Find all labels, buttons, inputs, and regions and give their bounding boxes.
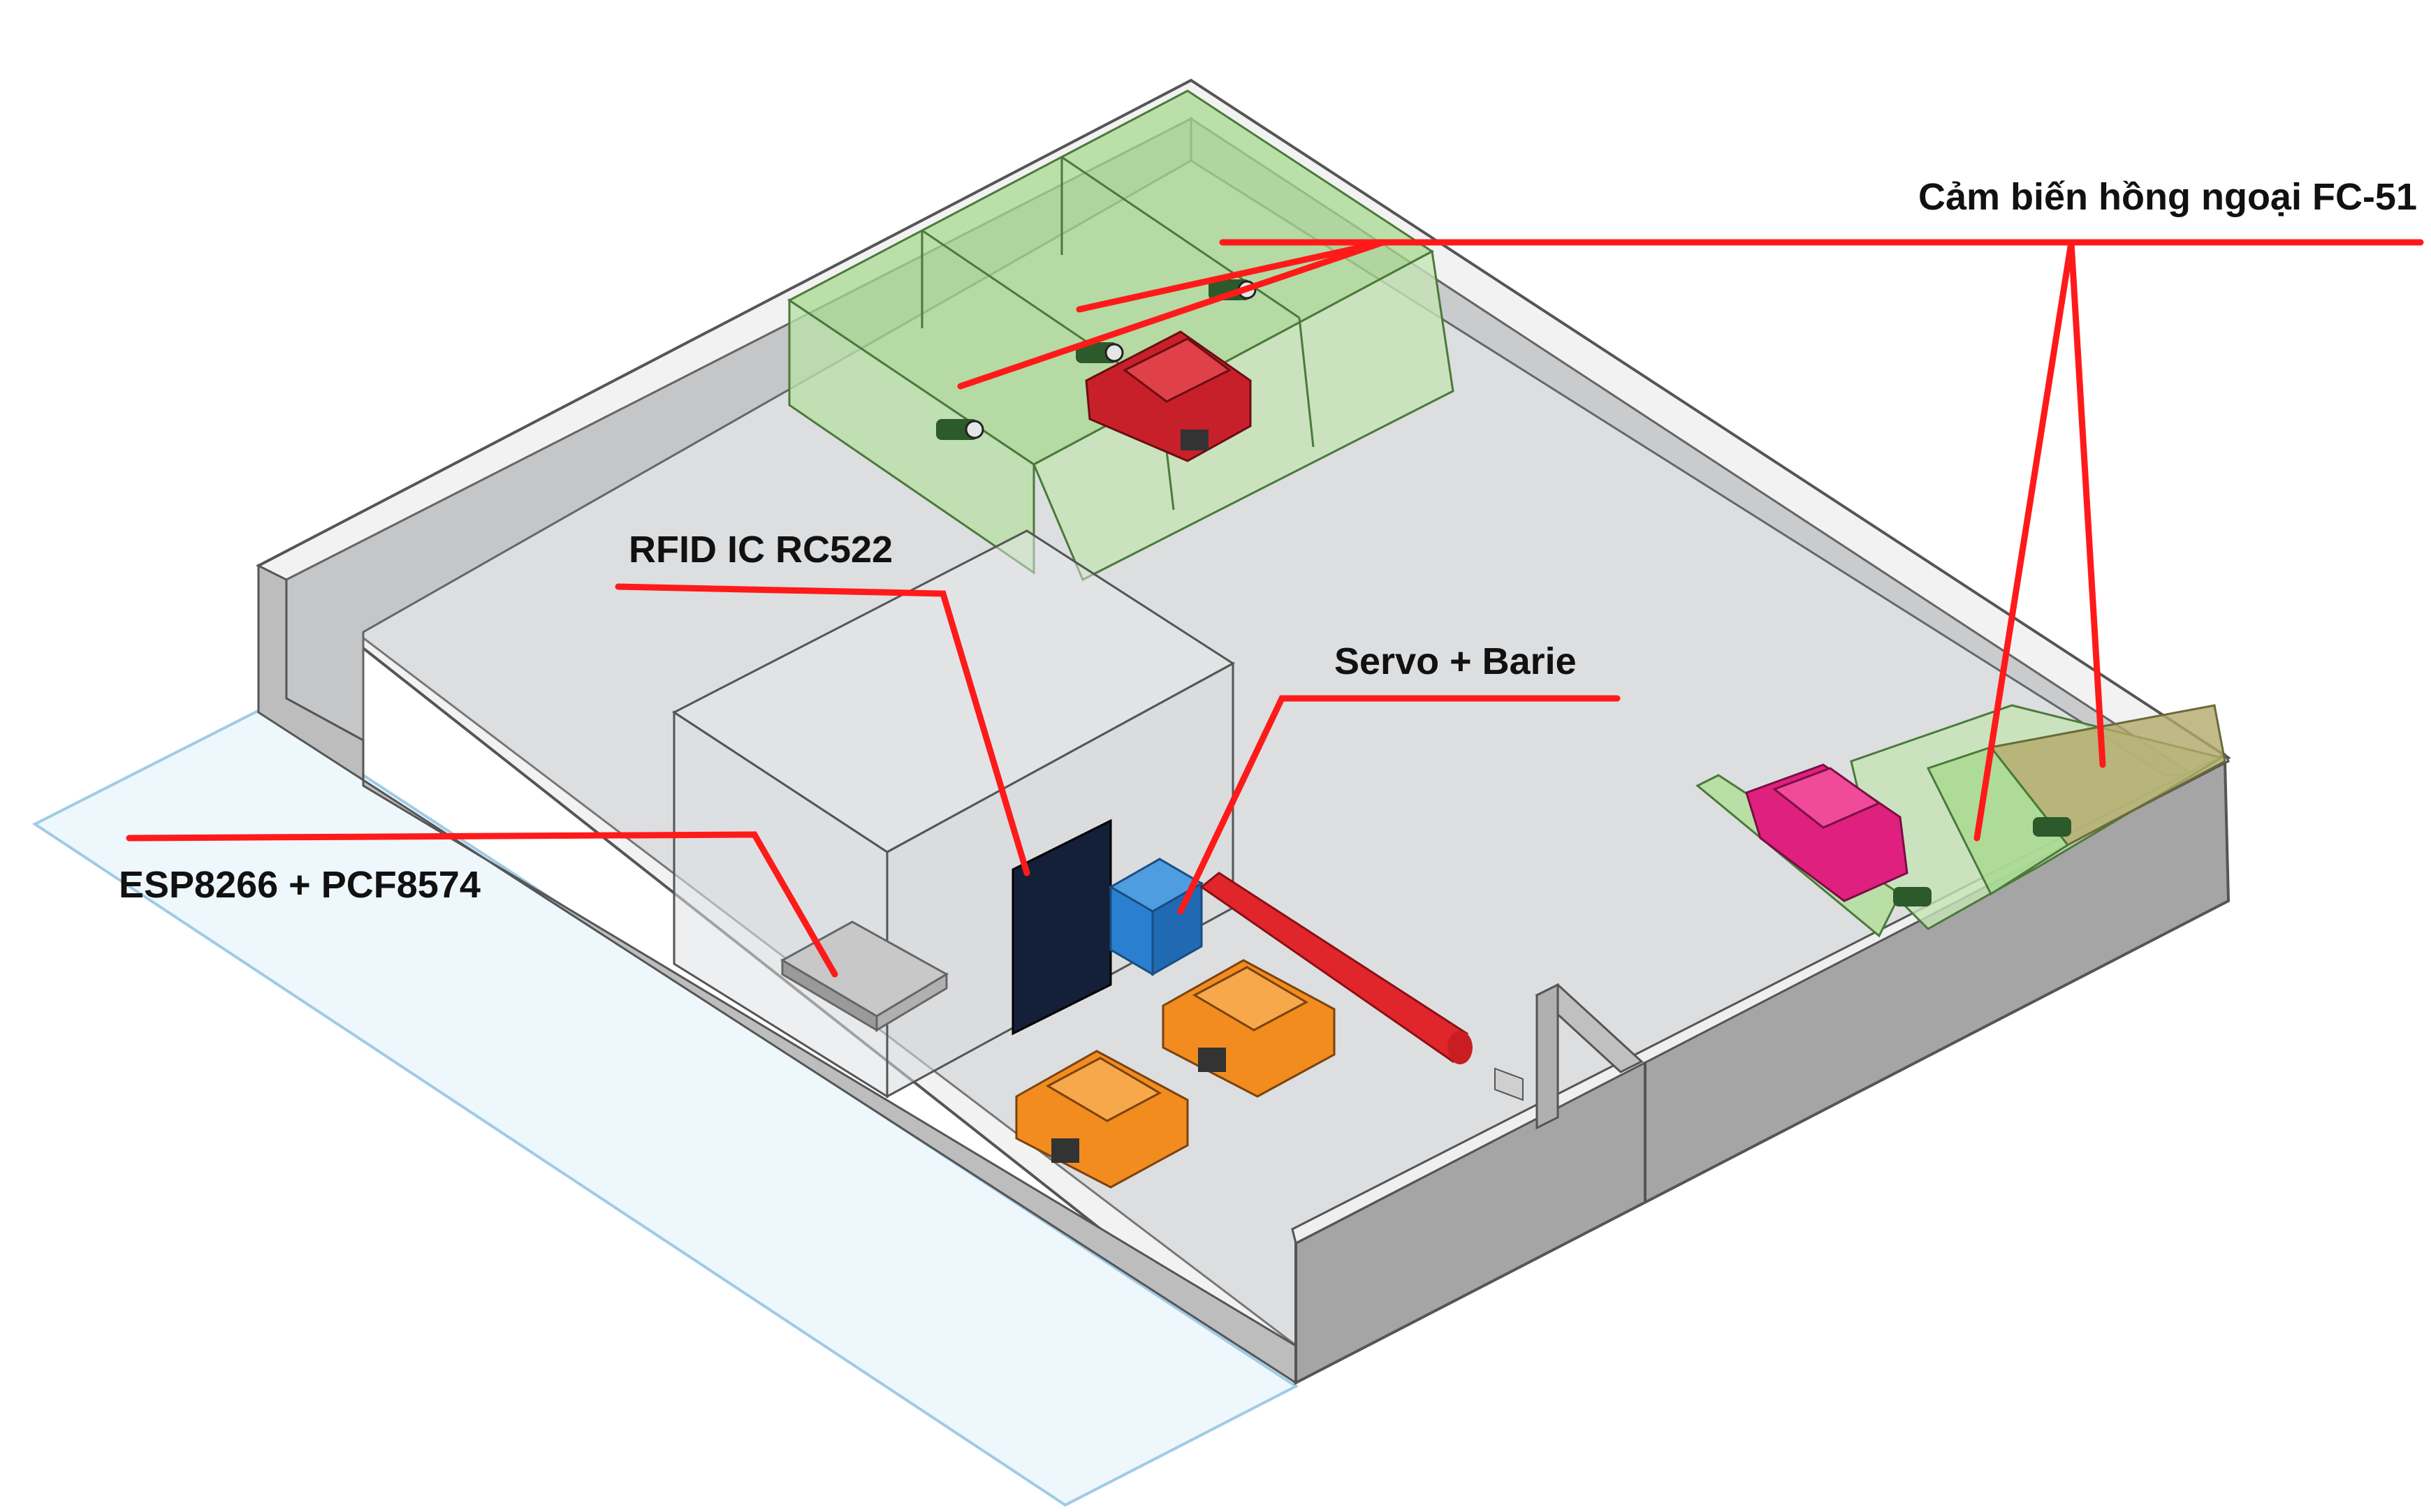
inner-partition-2 xyxy=(1535,983,1559,1130)
ir-sensor-icon xyxy=(936,419,984,440)
servo-label: Servo + Barie xyxy=(1334,640,1577,682)
ir-sensor-icon xyxy=(1893,887,1932,907)
front-left-wall-side xyxy=(257,564,1301,1385)
door-stop xyxy=(1494,1067,1524,1101)
callout-lines xyxy=(126,239,2424,978)
car-icon xyxy=(1085,330,1252,462)
servo-callout-line xyxy=(1177,695,1621,915)
esp-board-icon xyxy=(780,920,949,1032)
rfid-callout-line xyxy=(615,583,1030,876)
barrier-arm xyxy=(1199,872,1468,1064)
car-icon xyxy=(1162,959,1336,1098)
rfid-label: RFID IC RC522 xyxy=(629,529,893,571)
work-plane xyxy=(32,707,1299,1507)
servo-box xyxy=(1109,858,1204,976)
esp-label: ESP8266 + PCF8574 xyxy=(119,864,481,906)
ir-sensor-label: Cảm biến hồng ngoại FC-51 xyxy=(1918,176,2417,218)
ir-callout-branch-1 xyxy=(1076,239,1387,313)
right-parking-bays xyxy=(1695,704,2226,938)
ir-sensor-icon xyxy=(2033,817,2071,837)
car-icon xyxy=(1745,763,1908,902)
ir-sensor-icon xyxy=(1076,342,1124,363)
car-icon xyxy=(1015,1050,1189,1189)
ir-callout-branch-4 xyxy=(2068,239,2106,768)
rfid-panel xyxy=(1012,819,1112,1036)
ir-callout-branch-2 xyxy=(957,239,1387,390)
esp-callout-line xyxy=(126,831,838,978)
ir-callout-branch-3 xyxy=(1973,239,2075,842)
barrier-tip xyxy=(1447,1031,1473,1064)
